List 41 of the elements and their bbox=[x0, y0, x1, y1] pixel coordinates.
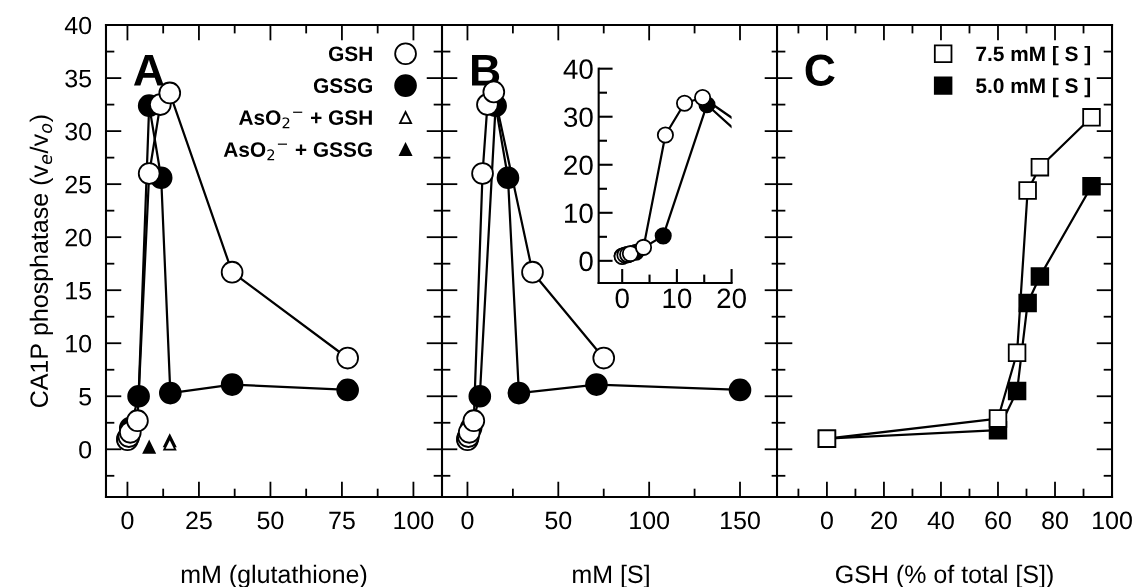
x-tick-label: 0 bbox=[615, 288, 629, 309]
x-tick-label: 0 bbox=[461, 511, 474, 530]
y-axis-title: CA1P phosphatase (v$_{e}$/v$_{o}$) bbox=[29, 115, 53, 408]
legend-label: GSH bbox=[328, 46, 372, 62]
x-tick-label: 60 bbox=[985, 511, 1011, 530]
x-tick-label: 20 bbox=[717, 288, 746, 309]
x-tick-label: 50 bbox=[545, 511, 572, 530]
x-tick-label: 50 bbox=[257, 511, 284, 530]
x-tick-label: 100 bbox=[630, 511, 670, 530]
legend-label: AsO$_{2}$$^{−}$ + GSSG bbox=[223, 142, 372, 161]
x-tick-label: 150 bbox=[721, 511, 760, 530]
x-tick-label: 0 bbox=[820, 511, 833, 530]
text: A bbox=[133, 55, 164, 86]
y-tick-label: 20 bbox=[65, 228, 92, 247]
y-tick-label: 25 bbox=[65, 175, 92, 194]
legend-label: GSSG bbox=[313, 78, 372, 94]
y-tick-label: 30 bbox=[563, 107, 593, 128]
x-tick-label: 10 bbox=[663, 288, 692, 309]
legend-label: 7.5 mM [ S ] bbox=[976, 45, 1091, 66]
x-tick-label: 0 bbox=[121, 511, 134, 530]
y-tick-label: 35 bbox=[65, 69, 92, 88]
y-tick-label: 0 bbox=[579, 251, 593, 272]
legend-label: AsO$_{2}$$^{−}$ + GSH bbox=[238, 110, 372, 129]
y-tick-label: 5 bbox=[79, 388, 92, 406]
y-tick-label: 15 bbox=[66, 282, 92, 300]
x-tick-label: 75 bbox=[329, 511, 355, 530]
y-tick-label: 10 bbox=[565, 203, 593, 224]
x-tick-label: 100 bbox=[394, 511, 434, 530]
x-tick-label: 40 bbox=[927, 511, 954, 530]
x-tick-label: 100 bbox=[1093, 511, 1132, 530]
y-tick-label: 10 bbox=[66, 334, 92, 353]
x-tick-label: 25 bbox=[186, 511, 212, 530]
text: C bbox=[805, 54, 835, 87]
y-tick-label: 20 bbox=[564, 155, 593, 176]
x-tick-label: 20 bbox=[871, 511, 897, 530]
legend-label: 5.0 mM [ S ] bbox=[976, 77, 1091, 98]
y-tick-label: 40 bbox=[563, 59, 593, 80]
y-tick-label: 30 bbox=[65, 122, 92, 141]
y-tick-label: 0 bbox=[79, 440, 92, 459]
x-tick-label: 80 bbox=[1042, 511, 1068, 530]
y-tick-label: 40 bbox=[64, 16, 92, 35]
